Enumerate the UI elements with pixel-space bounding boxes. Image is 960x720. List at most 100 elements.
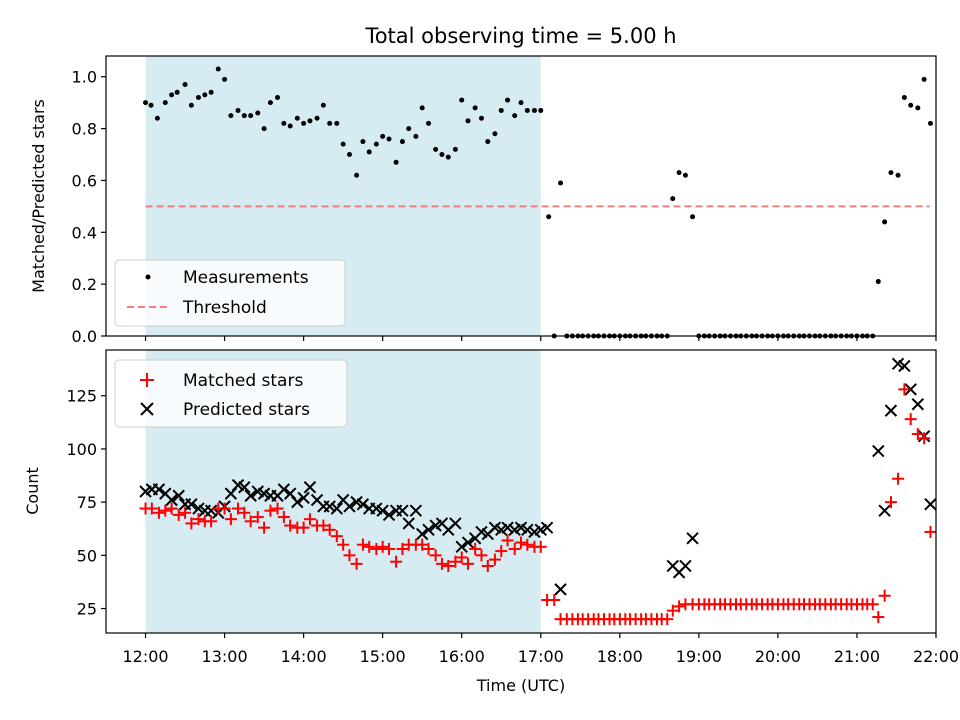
matched-star-point bbox=[224, 513, 237, 526]
predicted-star-point bbox=[521, 523, 534, 537]
y-tick-label: 0.6 bbox=[72, 171, 97, 190]
measurement-point bbox=[676, 170, 682, 176]
measurement-point bbox=[492, 131, 498, 137]
measurement-point bbox=[531, 107, 537, 113]
predicted-star-point bbox=[297, 491, 310, 505]
measurement-point bbox=[287, 123, 293, 129]
measurement-point bbox=[882, 219, 888, 225]
measurement-point bbox=[406, 126, 412, 132]
bottom-x-ticks: 12:00 13:00 14:00 15:00 16:00 17:00 18:00 19:00… bbox=[122, 633, 959, 666]
measurement-point bbox=[439, 152, 445, 158]
bottom-y-axis-label: Count bbox=[23, 467, 42, 515]
matched-star-point bbox=[244, 515, 257, 528]
measurement-point bbox=[445, 154, 451, 160]
predicted-star-point bbox=[924, 498, 937, 511]
matched-star-point bbox=[666, 604, 679, 617]
measurement-point bbox=[524, 107, 530, 113]
top-x-ticks bbox=[144, 336, 937, 341]
measurement-point bbox=[241, 113, 247, 119]
measurement-point bbox=[174, 89, 180, 95]
measurement-point bbox=[148, 102, 154, 108]
measurement-point bbox=[228, 113, 234, 119]
measurement-point bbox=[505, 97, 511, 103]
figure-title: Total observing time = 5.00 h bbox=[364, 24, 676, 48]
measurement-point bbox=[267, 100, 273, 106]
measurement-point bbox=[360, 139, 366, 145]
measurement-point bbox=[498, 107, 504, 113]
matched-star-point bbox=[442, 559, 455, 572]
predicted-star-point bbox=[409, 504, 423, 517]
matched-star-point bbox=[284, 519, 297, 532]
predicted-star-point bbox=[904, 383, 917, 396]
matched-star-point bbox=[488, 553, 501, 566]
predicted-star-point bbox=[172, 489, 185, 502]
matched-star-point bbox=[303, 513, 316, 526]
matched-star-point bbox=[376, 540, 389, 553]
top-axes-frame bbox=[105, 55, 937, 337]
measurement-point bbox=[235, 107, 241, 113]
measurement-point bbox=[485, 139, 491, 145]
legend-predicted-label: Predicted stars bbox=[183, 400, 310, 420]
predicted-star-point bbox=[330, 502, 344, 515]
measurement-point bbox=[915, 105, 921, 111]
y-tick-label: 0.8 bbox=[72, 120, 97, 139]
predicted-star-point bbox=[291, 495, 304, 509]
measurement-point bbox=[386, 136, 392, 142]
matched-star-point bbox=[435, 557, 448, 570]
matched-star-point bbox=[521, 538, 534, 551]
top-legend-box bbox=[114, 259, 346, 327]
measurement-point bbox=[538, 107, 544, 113]
predicted-star-point bbox=[244, 489, 257, 502]
predicted-star-point bbox=[872, 444, 885, 458]
legend-measurements-label: Measurements bbox=[183, 268, 309, 288]
measurement-point bbox=[399, 139, 405, 145]
y-tick-label: 0.2 bbox=[72, 275, 97, 294]
matched-star-point bbox=[297, 521, 310, 534]
y-tick-label: 50 bbox=[77, 546, 97, 565]
matched-star-point bbox=[218, 502, 231, 515]
predicted-star-point bbox=[911, 398, 925, 411]
matched-star-point bbox=[878, 589, 891, 602]
matched-star-point bbox=[455, 551, 468, 564]
matched-star-point bbox=[661, 613, 674, 626]
predicted-star-point bbox=[884, 404, 898, 417]
matched-star-point bbox=[264, 504, 277, 517]
measurement-point bbox=[682, 172, 688, 178]
measurement-point bbox=[921, 76, 927, 82]
matched-star-point bbox=[390, 555, 403, 568]
matched-star-point bbox=[356, 538, 369, 551]
predicted-star-point bbox=[461, 536, 475, 549]
measurement-point bbox=[275, 94, 281, 100]
predicted-star-point bbox=[152, 483, 166, 496]
matched-star-point bbox=[422, 542, 435, 555]
predicted-star-point bbox=[540, 521, 554, 534]
measurement-point bbox=[465, 118, 471, 124]
bottom-legend: Matched stars Predicted stars bbox=[114, 359, 348, 428]
matched-star-point bbox=[416, 538, 429, 551]
matched-star-point bbox=[495, 545, 508, 558]
matched-star-point bbox=[179, 506, 192, 519]
matched-star-point bbox=[232, 502, 245, 515]
measurement-point bbox=[895, 172, 901, 178]
measurement-point bbox=[182, 82, 188, 88]
measurement-point bbox=[888, 170, 894, 176]
y-tick-label: 100 bbox=[66, 440, 97, 459]
x-tick-label: 17:00 bbox=[518, 647, 564, 666]
y-tick-label: 75 bbox=[77, 493, 97, 512]
predicted-star-point bbox=[501, 521, 514, 534]
predicted-star-point bbox=[165, 493, 178, 507]
matched-star-point bbox=[481, 559, 494, 572]
measurement-point bbox=[478, 115, 484, 121]
measurement-point bbox=[222, 76, 228, 82]
measurement-point bbox=[433, 146, 439, 152]
x-tick-label: 21:00 bbox=[834, 647, 880, 666]
matched-star-point bbox=[462, 557, 475, 570]
measurement-point bbox=[518, 100, 524, 106]
measurement-point bbox=[459, 97, 465, 103]
measurement-point bbox=[215, 66, 221, 72]
x-tick-label: 22:00 bbox=[913, 647, 959, 666]
legend-measurements-marker bbox=[145, 274, 151, 280]
measurement-point bbox=[188, 102, 194, 108]
matched-star-point bbox=[159, 504, 172, 517]
matched-star-point bbox=[145, 502, 158, 515]
